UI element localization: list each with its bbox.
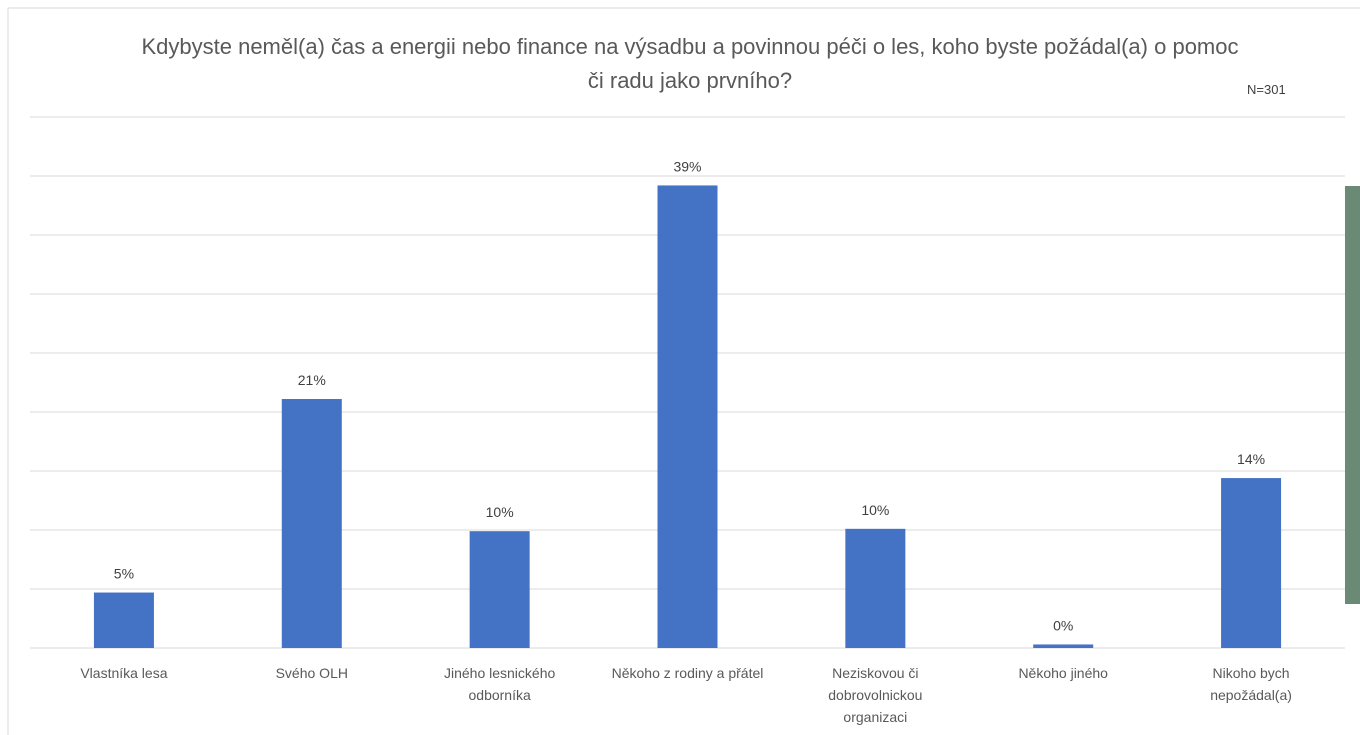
x-tick-label: Neziskovou či dobrovolnickou organizaci	[828, 665, 923, 725]
data-label: 21%	[298, 372, 326, 388]
data-label: 10%	[861, 502, 889, 518]
x-tick-label: Někoho z rodiny a přátel	[611, 665, 764, 681]
side-decoration	[1345, 186, 1360, 604]
data-label: 14%	[1237, 451, 1265, 467]
bar	[469, 531, 530, 648]
x-tick-label: Nikoho bych nepožádal(a)	[1210, 665, 1292, 703]
bar	[281, 399, 342, 648]
x-tick-label: Vlastníka lesa	[80, 665, 168, 681]
annotation: N=301	[1247, 82, 1286, 97]
x-tick-label: Někoho jiného	[1018, 665, 1108, 681]
bar	[93, 592, 154, 648]
bar	[1221, 478, 1282, 648]
x-tick-label: Svého OLH	[275, 665, 348, 681]
data-label: 39%	[673, 158, 701, 174]
bar	[1033, 644, 1094, 648]
x-tick-label: Jiného lesnického odborníka	[443, 665, 556, 703]
chart-title: Kdybyste neměl(a) čas a energii nebo fin…	[141, 34, 1239, 93]
bar	[657, 185, 718, 648]
data-label: 10%	[486, 504, 514, 520]
data-label: 5%	[114, 566, 134, 582]
data-label: 0%	[1053, 617, 1073, 633]
bar	[845, 528, 906, 648]
